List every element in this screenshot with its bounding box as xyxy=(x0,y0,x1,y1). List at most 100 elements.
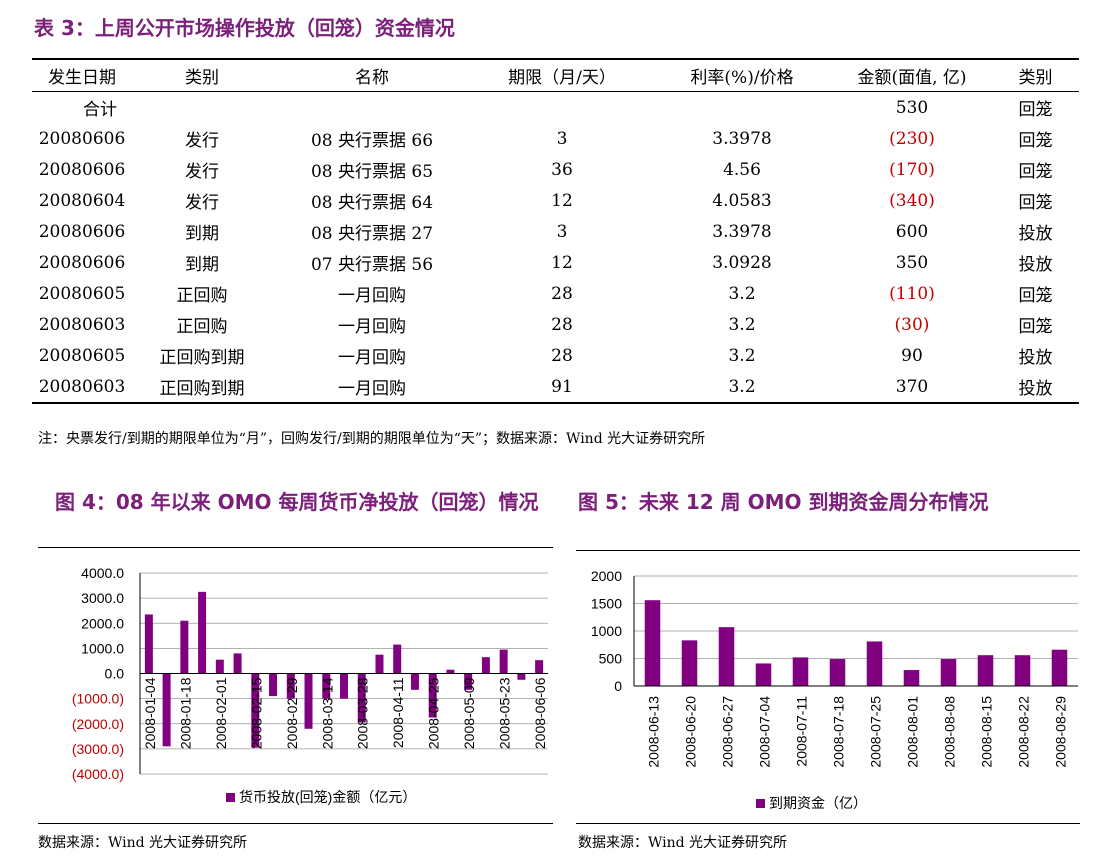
bar xyxy=(464,673,473,690)
x-tick-label: 2008-07-18 xyxy=(831,696,847,768)
row-date: 20080606 xyxy=(38,221,126,242)
row-term: 3 xyxy=(556,221,568,242)
bar xyxy=(428,673,437,718)
row-rate: 3.2 xyxy=(728,283,756,304)
table-row: 20080606 发行 08 央行票据 65 36 4.56 (170) 回笼 xyxy=(32,154,1079,185)
row-rate: 3.3978 xyxy=(712,128,772,149)
y-tick-label: 500 xyxy=(599,651,623,667)
table-note: 注：央票发行/到期的期限单位为“月”，回购发行/到期的期限单位为“天”；数据来源… xyxy=(38,431,706,447)
x-tick-label: 2008-07-11 xyxy=(794,696,810,767)
row-term: 28 xyxy=(551,314,573,335)
y-tick-label: 2000.0 xyxy=(81,615,124,631)
row-type: 回笼 xyxy=(1018,286,1053,306)
row-rate: 3.2 xyxy=(652,371,832,404)
row-type: 回笼 xyxy=(1018,131,1053,151)
bar xyxy=(1051,649,1068,686)
row-amount: 370 xyxy=(832,371,992,404)
column-header: 类别 xyxy=(992,58,1079,92)
x-tick-label: 2008-08-15 xyxy=(979,696,995,768)
row-name: 08 央行票据 66 xyxy=(310,131,434,151)
bar xyxy=(940,659,957,686)
bar xyxy=(829,659,846,686)
y-tick-label: 1000 xyxy=(591,623,622,639)
column-header: 利率(%)/价格 xyxy=(652,58,832,92)
row-rate: 3.0928 xyxy=(712,252,772,273)
legend-swatch xyxy=(226,793,235,802)
legend-label: 到期资金（亿） xyxy=(769,795,867,811)
weekly-net-injection-chart: 4000.0 3000.0 2000.0 1000.0 0.0 (1000.0) (2000… xyxy=(38,547,553,824)
column-header: 名称 xyxy=(272,58,472,92)
row-rate: 3.2 xyxy=(728,345,756,366)
row-date: 20080606 xyxy=(38,252,126,273)
x-tick-label: 2008-01-18 xyxy=(177,677,193,749)
row-amount: (30) xyxy=(894,314,930,335)
row-date: 20080605 xyxy=(38,283,126,304)
x-tick-label: 2008-03-14 xyxy=(319,677,335,749)
total-type: 回笼 xyxy=(1018,100,1053,120)
row-date: 20080604 xyxy=(38,190,126,211)
row-term: 36 xyxy=(551,159,573,180)
column-header: 期限（月/天） xyxy=(472,58,652,92)
y-tick-label: 4000.0 xyxy=(81,565,124,581)
row-name: 一月回购 xyxy=(338,286,406,306)
row-rate: 4.56 xyxy=(723,159,761,180)
row-category: 正回购 xyxy=(176,317,228,337)
table-row: 20080606 到期 08 央行票据 27 3 3.3978 600 投放 xyxy=(32,216,1079,247)
x-tick-label: 2008-02-15 xyxy=(248,677,264,749)
x-tick-label: 2008-06-20 xyxy=(683,696,699,768)
x-tick-label: 2008-06-13 xyxy=(646,696,662,768)
y-tick-label: (4000.0) xyxy=(72,766,124,782)
row-amount: 600 xyxy=(895,221,929,242)
row-type: 投放 xyxy=(1018,348,1053,368)
row-category: 发行 xyxy=(185,131,219,151)
table-row: 20080604 发行 08 央行票据 64 12 4.0583 (340) 回笼 xyxy=(32,185,1079,216)
row-date: 20080605 xyxy=(38,345,126,366)
row-category: 发行 xyxy=(185,162,219,182)
bar xyxy=(755,663,772,686)
bar xyxy=(517,673,526,680)
bar xyxy=(357,673,366,723)
x-tick-label: 2008-05-09 xyxy=(461,677,477,749)
bar xyxy=(304,673,313,729)
y-tick-label: 0 xyxy=(614,678,622,694)
chart5-svg: 2000 1500 1000 500 0 2008-06-13 2008-06-20 2008… xyxy=(591,568,1078,811)
row-category: 正回购到期 xyxy=(132,371,272,404)
x-tick-label: 2008-08-01 xyxy=(905,696,921,768)
table-row: 20080603 正回购到期 一月回购 91 3.2 370 投放 xyxy=(32,371,1079,404)
row-date: 20080606 xyxy=(38,128,126,149)
row-name: 一月回购 xyxy=(338,317,406,337)
row-name: 08 央行票据 27 xyxy=(310,224,434,244)
row-type: 投放 xyxy=(1018,255,1053,275)
row-type: 回笼 xyxy=(1018,193,1053,213)
bar xyxy=(903,670,920,686)
row-category: 到期 xyxy=(185,255,219,275)
bar xyxy=(286,673,295,699)
bar xyxy=(233,653,242,674)
x-tick-label: 2008-07-04 xyxy=(757,696,773,768)
bar xyxy=(198,591,207,674)
y-tick-label: (3000.0) xyxy=(72,741,124,757)
total-amount: 530 xyxy=(895,97,929,118)
y-tick-label: 1500 xyxy=(591,596,622,612)
row-rate: 3.2 xyxy=(728,314,756,335)
bar xyxy=(375,654,384,674)
bar xyxy=(215,659,224,674)
y-tick-label: (1000.0) xyxy=(72,691,124,707)
row-term: 12 xyxy=(551,252,573,273)
row-amount: (230) xyxy=(889,128,935,149)
table-row: 20080605 正回购到期 一月回购 28 3.2 90 投放 xyxy=(32,340,1079,371)
table-header-row: 发生日期 类别 名称 期限（月/天） 利率(%)/价格 金额(面值, 亿) 类别 xyxy=(32,58,1079,92)
table-row: 20080606 发行 08 央行票据 66 3 3.3978 (230) 回笼 xyxy=(32,123,1079,154)
row-category: 正回购 xyxy=(176,286,228,306)
bar xyxy=(144,614,153,674)
bar xyxy=(446,669,455,674)
bar xyxy=(718,627,735,686)
row-name: 07 央行票据 56 xyxy=(310,255,434,275)
x-tick-label: 2008-06-06 xyxy=(532,677,548,749)
row-term: 91 xyxy=(472,371,652,404)
row-rate: 4.0583 xyxy=(712,190,772,211)
figure5-title: 图 5：未来 12 周 OMO 到期资金周分布情况 xyxy=(578,490,989,514)
bar xyxy=(499,649,508,674)
x-tick-label: 2008-04-25 xyxy=(426,677,442,749)
table-row: 20080603 正回购 一月回购 28 3.2 (30) 回笼 xyxy=(32,309,1079,340)
